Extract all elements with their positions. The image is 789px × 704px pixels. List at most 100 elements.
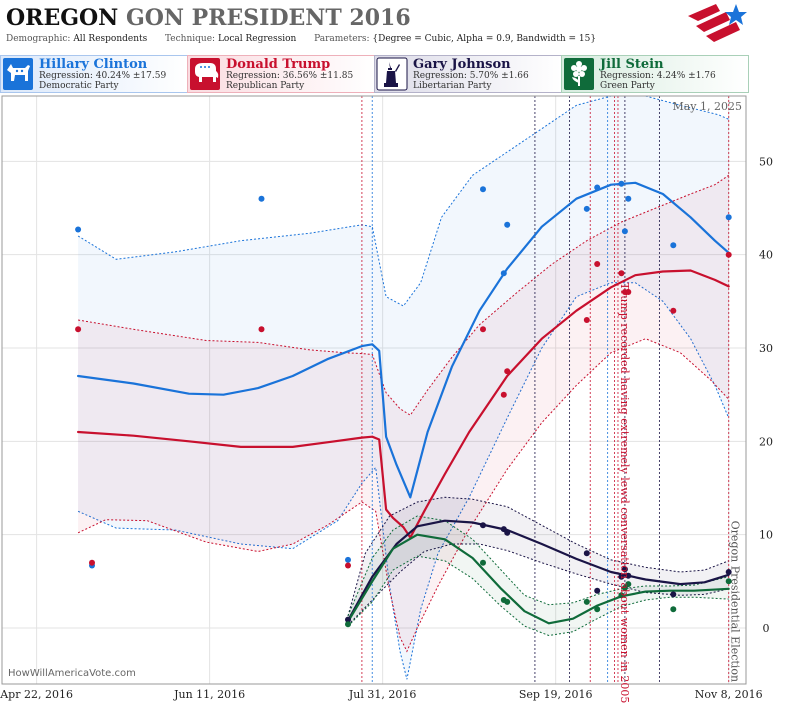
election-annotation: Oregon Presidential Election <box>729 521 742 682</box>
poll-point <box>345 621 351 628</box>
elephant-icon <box>190 58 220 90</box>
trend-line <box>346 519 730 622</box>
legend-regression: Regression: 5.70% ±1.66 <box>413 71 529 81</box>
trend-lines <box>76 181 730 625</box>
band-lower-line <box>347 555 729 637</box>
poll-point <box>625 572 632 579</box>
x-tick-label: Jun 11, 2016 <box>173 688 245 701</box>
candidate-legend: Hillary Clinton Regression: 40.24% ±17.5… <box>0 55 789 93</box>
watermark: HowWillAmericaVote.com <box>8 668 136 679</box>
poll-point <box>345 556 351 563</box>
poll-point <box>583 550 590 557</box>
event-annotation: Trump recorded having extremely lewd con… <box>618 283 631 704</box>
poll-point <box>480 326 486 333</box>
date-label: May 1, 2025 <box>672 100 742 113</box>
poll-point <box>594 184 601 191</box>
poll-point <box>594 606 601 613</box>
y-tick-label: 20 <box>759 435 773 448</box>
poll-point <box>621 566 628 573</box>
poll-point <box>725 251 732 258</box>
poll-point <box>480 522 486 529</box>
poll-point <box>618 180 625 187</box>
legend-johnson: Gary Johnson Regression: 5.70% ±1.66 Lib… <box>374 55 562 93</box>
band-upper-line <box>78 174 729 416</box>
legend-name: Donald Trump <box>226 57 331 72</box>
demographic-label: Demographic: <box>6 34 71 44</box>
band-lower-line <box>77 282 730 680</box>
confidence-bands <box>77 95 730 680</box>
poll-points <box>75 180 732 628</box>
legend-regression: Regression: 36.56% ±11.85 <box>226 71 354 81</box>
poll-point <box>670 591 677 598</box>
y-tick-label: 40 <box>759 249 773 262</box>
poll-point <box>618 573 625 580</box>
parameters-value: {Degree = Cubic, Alpha = 0.9, Bandwidth … <box>372 34 597 44</box>
poll-chart: Apr 22, 2016 Jun 11, 2016 Jul 31, 2016 Sep … <box>0 95 773 703</box>
trend-line <box>76 181 730 499</box>
header: OREGON GON PRESIDENT 2016 Demographic: A… <box>0 0 789 52</box>
x-tick-label: Sep 19, 2016 <box>519 688 593 701</box>
x-tick-label: Nov 8, 2016 <box>695 688 763 701</box>
page-title: OREGON GON PRESIDENT 2016 <box>6 5 411 31</box>
legend-trump: Donald Trump Regression: 36.56% ±11.85 R… <box>187 55 375 93</box>
legend-party: Libertarian Party <box>413 81 492 91</box>
poll-point <box>500 270 507 277</box>
poll-point <box>594 587 601 594</box>
legend-party: Republican Party <box>226 81 305 91</box>
x-tick-label: Jul 31, 2016 <box>348 688 417 701</box>
poll-point <box>504 598 511 605</box>
parameters-line: Demographic: All Respondents Technique: … <box>6 34 596 44</box>
donkey-icon <box>3 58 33 90</box>
legend-regression: Regression: 4.24% ±1.76 <box>600 71 716 81</box>
legend-stein: Jill Stein Regression: 4.24% ±1.76 Green… <box>561 55 749 93</box>
poll-point <box>670 606 677 613</box>
annotations: May 1, 2025 Trump recorded having extreme… <box>618 100 742 703</box>
poll-point <box>345 616 351 623</box>
poll-point <box>500 391 507 398</box>
poll-point <box>725 214 732 221</box>
poll-point <box>583 317 590 323</box>
y-tick-label: 10 <box>759 529 773 542</box>
plot-frame <box>1 95 747 685</box>
poll-point <box>625 581 632 588</box>
y-tick-label: 0 <box>763 622 770 635</box>
parameters-label: Parameters: <box>314 34 370 44</box>
legend-regression: Regression: 40.24% ±17.59 <box>39 71 167 81</box>
technique-value: Local Regression <box>217 34 297 44</box>
poll-point <box>89 559 95 566</box>
poll-point <box>618 592 625 599</box>
poll-point <box>670 242 677 249</box>
legend-party: Democratic Party <box>39 81 119 91</box>
legend-name: Hillary Clinton <box>39 57 148 72</box>
poll-point <box>75 326 82 333</box>
poll-point <box>583 598 590 605</box>
band-upper-line <box>347 515 729 617</box>
y-tick-label: 50 <box>759 155 773 168</box>
poll-point <box>625 195 632 202</box>
poll-point <box>504 221 511 228</box>
poll-point <box>725 578 732 585</box>
poll-point <box>480 186 486 193</box>
technique-label: Technique: <box>165 34 216 44</box>
axes: Apr 22, 2016 Jun 11, 2016 Jul 31, 2016 Sep … <box>0 95 773 701</box>
poll-point <box>504 529 511 536</box>
poll-point <box>480 559 486 566</box>
band-upper-line <box>77 95 729 307</box>
poll-point <box>345 562 351 569</box>
band-lower-line <box>77 338 730 653</box>
legend-clinton: Hillary Clinton Regression: 40.24% ±17.5… <box>0 55 188 93</box>
confidence-band <box>78 96 729 680</box>
poll-point <box>75 226 82 233</box>
poll-point <box>725 569 732 575</box>
confidence-band <box>348 516 729 636</box>
flower-icon <box>564 58 594 90</box>
site-logo-icon <box>688 4 747 42</box>
title-state: OREGON <box>6 5 119 31</box>
statue-of-liberty-icon <box>376 57 408 91</box>
band-upper-line <box>347 496 729 617</box>
poll-point <box>258 326 265 333</box>
poll-point <box>258 195 265 202</box>
event-lines <box>361 96 730 684</box>
confidence-band <box>78 175 729 652</box>
x-tick-label: Apr 22, 2016 <box>0 688 73 701</box>
